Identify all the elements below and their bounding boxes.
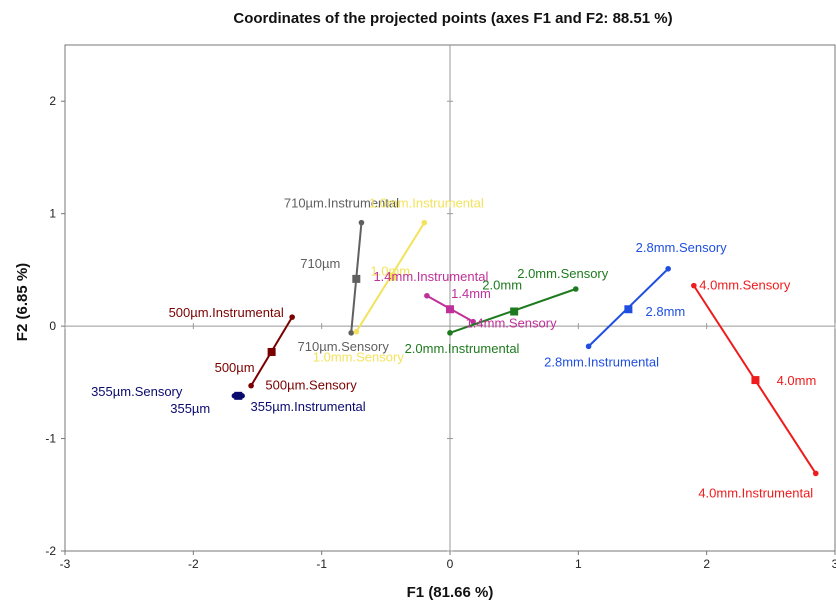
endpoint-marker bbox=[585, 343, 592, 350]
point-label: 500µm.Instrumental bbox=[169, 305, 284, 320]
endpoint-marker bbox=[239, 393, 245, 399]
point-label: 710µm bbox=[300, 256, 340, 271]
center-marker bbox=[234, 391, 243, 400]
x-tick-label: -3 bbox=[60, 557, 71, 571]
point-label: 1.0mm bbox=[370, 264, 410, 279]
y-tick-label: -2 bbox=[45, 544, 56, 558]
point-label: 1.0mm.Sensory bbox=[313, 350, 405, 365]
center-marker bbox=[446, 305, 454, 314]
point-label: 355µm.Sensory bbox=[91, 384, 183, 399]
x-axis-title: F1 (81.66 %) bbox=[407, 584, 494, 601]
y-tick-label: 2 bbox=[49, 94, 56, 108]
point-label: 1.4mm.Sensory bbox=[466, 316, 558, 331]
point-label: 500µm bbox=[215, 360, 255, 375]
x-tick-label: -2 bbox=[188, 557, 199, 571]
point-label: 1.4mm.Instrumental bbox=[373, 269, 488, 284]
point-label: 2.8mm.Instrumental bbox=[544, 354, 659, 369]
y-tick-label: 0 bbox=[49, 319, 56, 333]
center-marker bbox=[388, 272, 397, 281]
center-marker bbox=[510, 307, 519, 316]
endpoint-marker bbox=[421, 219, 428, 226]
endpoint-marker bbox=[812, 470, 819, 477]
endpoint-marker bbox=[424, 292, 430, 299]
x-tick-label: 0 bbox=[447, 557, 454, 571]
chart-title: Coordinates of the projected points (axe… bbox=[233, 10, 673, 27]
endpoint-marker bbox=[572, 286, 579, 292]
point-label: 4.0mm.Sensory bbox=[699, 278, 791, 293]
point-label: 2.8mm bbox=[646, 304, 686, 319]
endpoint-marker bbox=[665, 265, 671, 272]
point-label: 710µm.Instrumental bbox=[284, 196, 399, 211]
endpoint-marker bbox=[248, 382, 254, 389]
point-label: 500µm.Sensory bbox=[265, 378, 357, 393]
endpoint-marker bbox=[289, 314, 295, 320]
center-marker bbox=[624, 305, 633, 314]
point-label: 710µm.Sensory bbox=[298, 339, 390, 354]
point-label: 2.8mm.Sensory bbox=[636, 240, 728, 255]
x-tick-label: 1 bbox=[575, 557, 582, 571]
point-label: 2.0mm.Sensory bbox=[517, 266, 609, 281]
point-label: 2.0mm bbox=[482, 277, 522, 292]
x-tick-label: 2 bbox=[703, 557, 710, 571]
center-marker bbox=[751, 376, 760, 385]
center-marker bbox=[352, 274, 361, 283]
point-label: 2.0mm.Instrumental bbox=[405, 341, 520, 356]
endpoint-marker bbox=[358, 219, 365, 226]
point-label: 1.0mm.Instrumental bbox=[369, 196, 484, 211]
endpoint-marker bbox=[470, 318, 476, 325]
point-label: 355µm bbox=[170, 401, 210, 416]
point-label: 4.0mm.Instrumental bbox=[698, 485, 813, 500]
y-tick-label: -1 bbox=[45, 432, 56, 446]
endpoint-marker bbox=[348, 330, 354, 336]
x-tick-label: 3 bbox=[832, 557, 836, 571]
point-label: 355µm.Instrumental bbox=[251, 399, 366, 414]
point-label: 4.0mm bbox=[777, 373, 817, 388]
point-label: 1.4mm bbox=[451, 286, 491, 301]
endpoint-marker bbox=[447, 330, 453, 336]
endpoint-marker bbox=[353, 328, 360, 335]
y-axis-title: F2 (6.85 %) bbox=[14, 263, 31, 341]
center-marker bbox=[267, 347, 276, 356]
y-tick-label: 1 bbox=[49, 207, 56, 221]
x-tick-label: -1 bbox=[316, 557, 327, 571]
endpoint-marker bbox=[691, 282, 697, 289]
